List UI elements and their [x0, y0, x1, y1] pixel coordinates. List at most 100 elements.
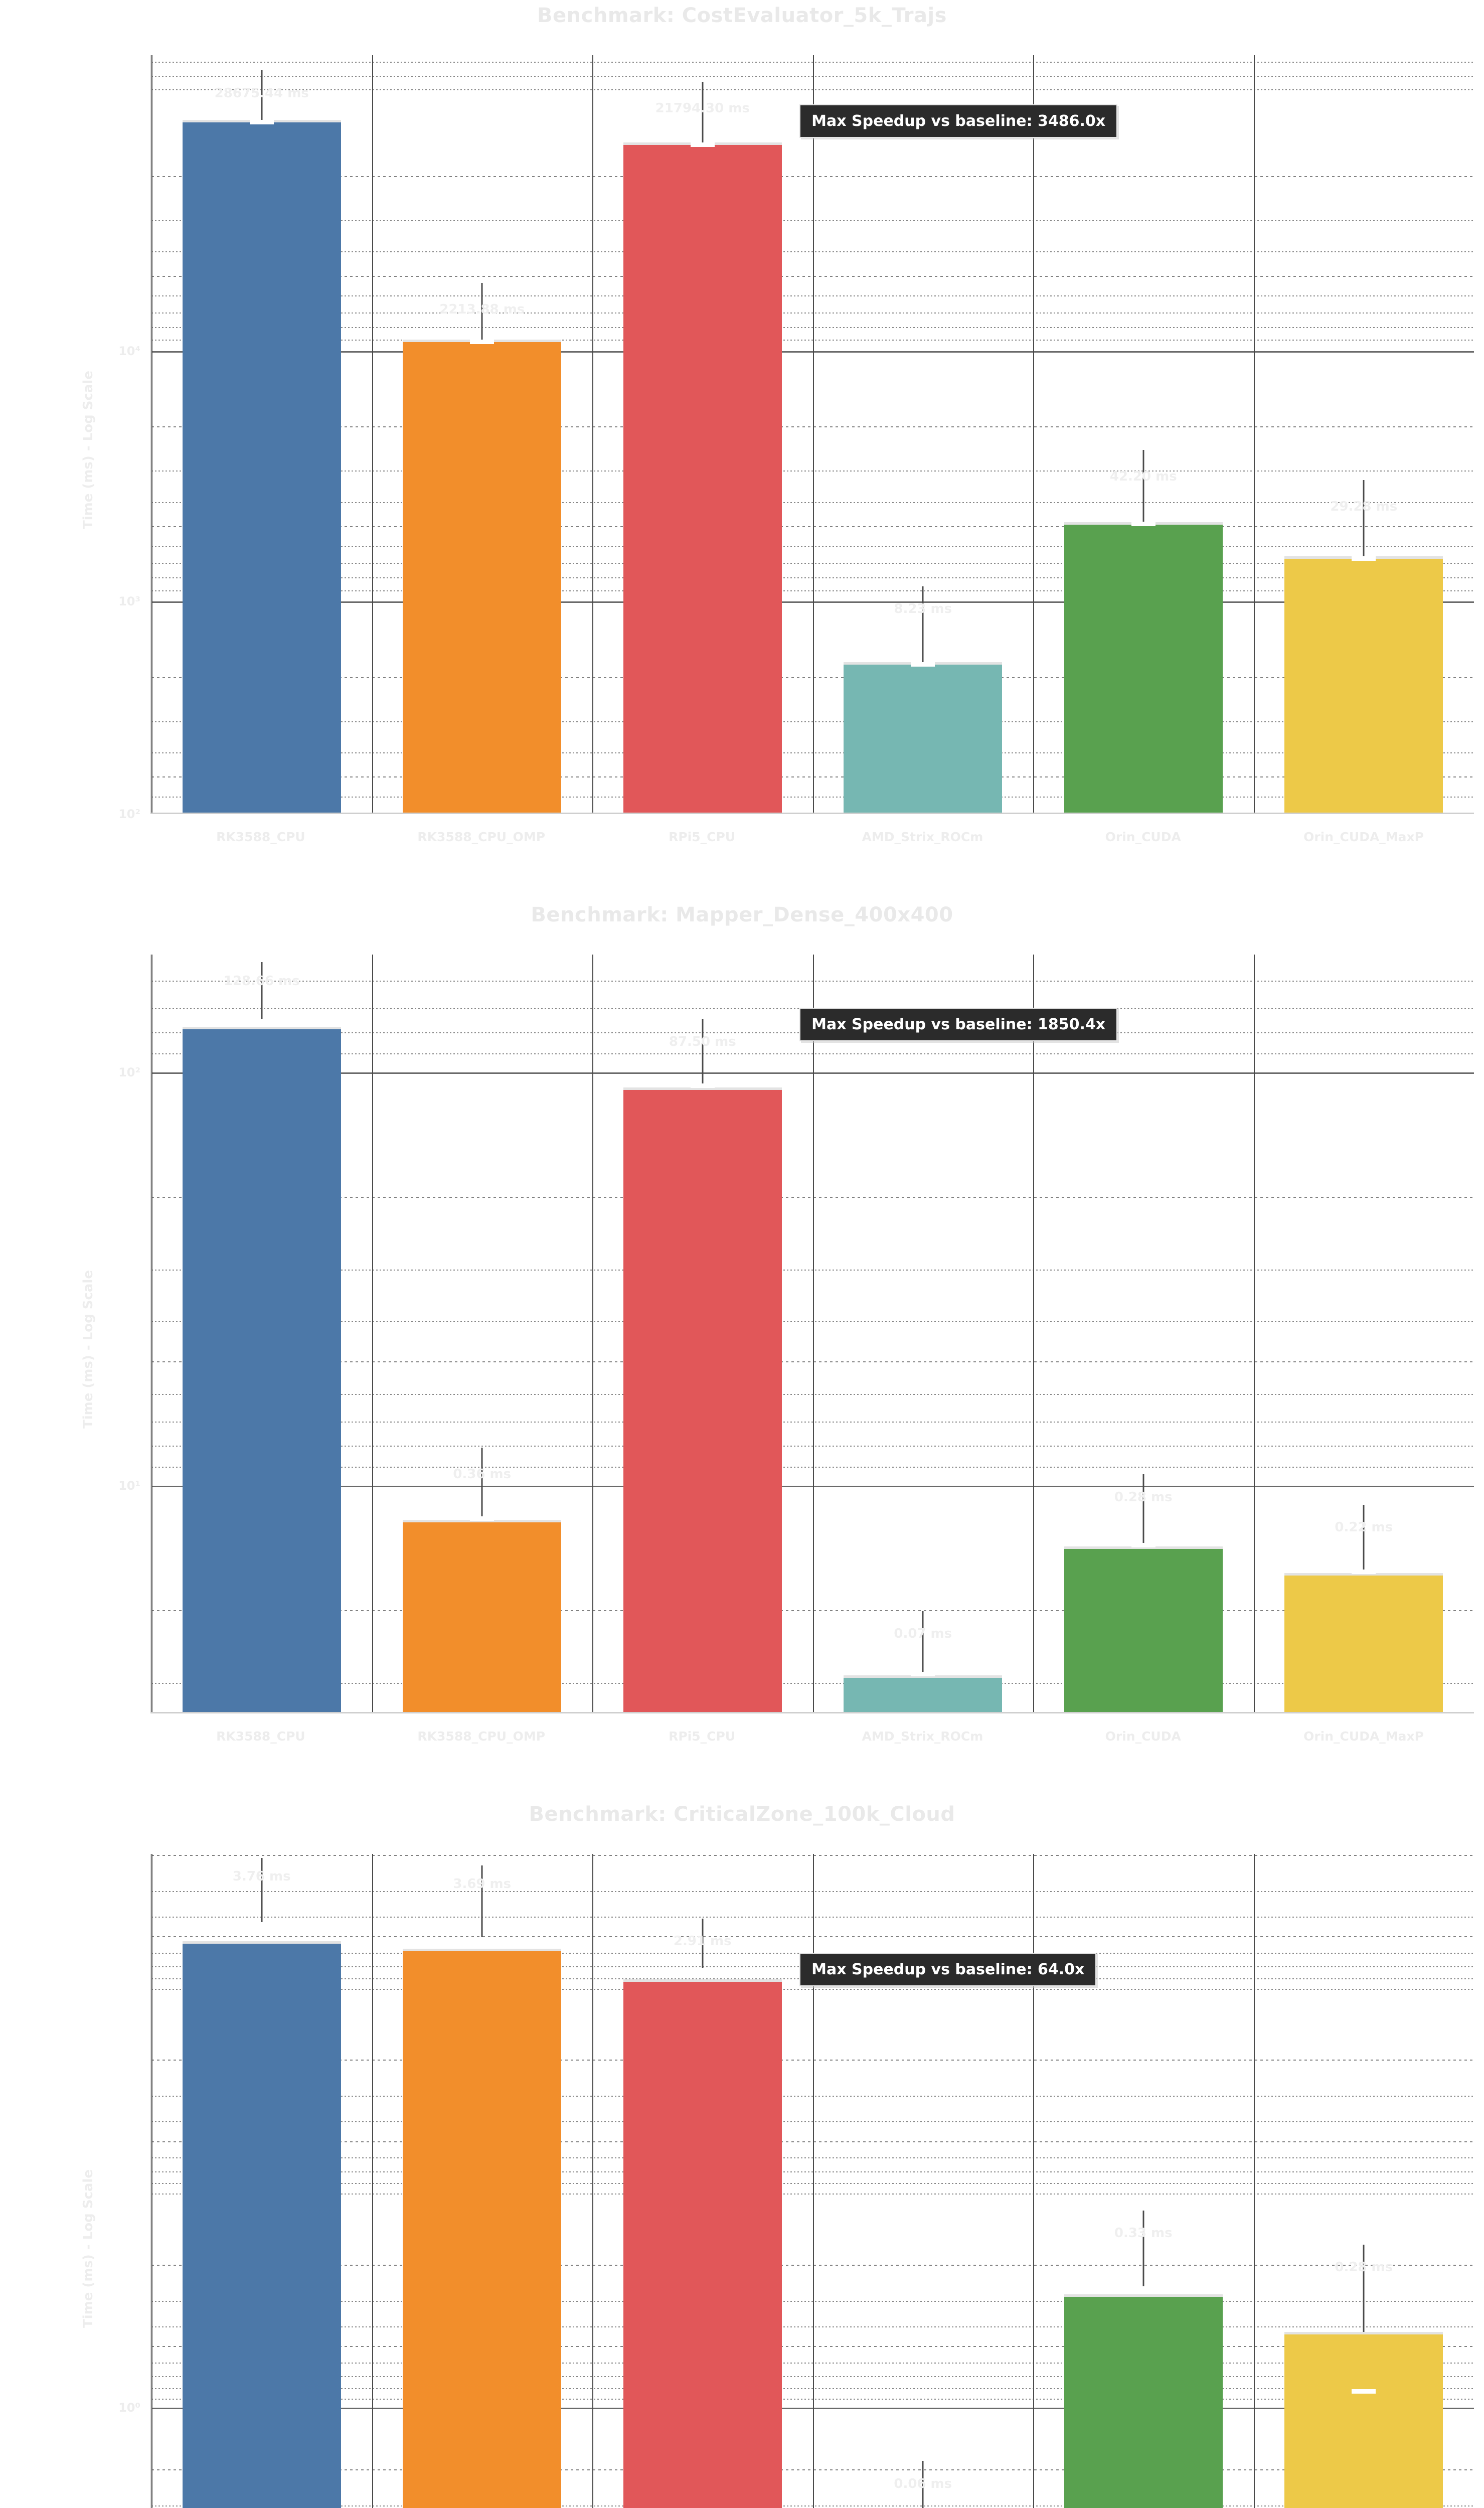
panel-title: Benchmark: CriticalZone_100k_Cloud [529, 1803, 955, 1826]
category-gridline [151, 55, 152, 814]
bar[interactable] [182, 119, 341, 814]
bar-value-label: 0.36 ms [453, 1467, 512, 1482]
max-speedup-annotation: Max Speedup vs baseline: 1850.4x [799, 1007, 1118, 1041]
error-bar-cap [249, 119, 274, 124]
y-tick-label: 10² [118, 807, 140, 821]
y-tick-label: 10³ [118, 594, 140, 609]
error-bar-cap [690, 142, 715, 147]
y-axis-label: Time (ms) - Log Scale [80, 370, 96, 529]
error-bar-line [702, 81, 704, 142]
error-bar-cap [1131, 522, 1156, 527]
x-tick-label: RK3588_CPU_OMP [417, 830, 546, 844]
category-gridline [592, 55, 593, 814]
error-bar-line [481, 1865, 483, 1938]
category-gridline [372, 1854, 373, 2508]
category-gridline [151, 1854, 152, 2508]
bar-value-label: 128.66 ms [223, 973, 300, 989]
max-speedup-annotation: Max Speedup vs baseline: 3486.0x [799, 104, 1118, 138]
bar[interactable] [1064, 1546, 1223, 1713]
category-gridline [1253, 1854, 1255, 2508]
bar-slot: 0.28 ms [1033, 955, 1254, 1713]
bar[interactable] [844, 662, 1003, 814]
error-bar-cap [470, 1516, 494, 1521]
bar[interactable] [623, 142, 782, 814]
bar-slot: 21794.30 ms [592, 55, 813, 814]
x-tick-label: RPi5_CPU [669, 830, 736, 844]
y-tick-label: 10¹ [118, 1479, 140, 1493]
plot-area: 3.76 ms 3.69 ms 2.91 ms 0.06 ms 0.33 ms 0.28 … [150, 1854, 1474, 2508]
category-gridline [812, 955, 814, 1713]
bar[interactable] [844, 1675, 1003, 1713]
bar[interactable] [623, 1087, 782, 1713]
error-bar-cap [911, 1671, 935, 1676]
bar-slot: 2213.88 ms [372, 55, 593, 814]
error-bar-line [481, 282, 483, 340]
x-tick-label: Orin_CUDA_MaxP [1303, 830, 1424, 844]
bar[interactable] [403, 1949, 562, 2508]
error-bar-line [1363, 2245, 1365, 2389]
y-axis-label: Time (ms) - Log Scale [80, 1270, 96, 1429]
y-tick-label: 10⁴ [118, 344, 140, 359]
bar-value-label: 21794.30 ms [655, 100, 750, 116]
bar-value-label: 0.28 ms [1114, 1489, 1173, 1505]
bar-value-label: 0.06 ms [894, 2476, 952, 2491]
plot-inner: 3.76 ms 3.69 ms 2.91 ms 0.06 ms 0.33 ms 0.28 … [151, 1854, 1474, 2508]
bar[interactable] [1284, 1573, 1443, 1713]
bar-slot: 0.07 ms [813, 955, 1034, 1713]
error-bar-line [1142, 449, 1144, 522]
error-bar-line [1142, 1474, 1144, 1543]
bar-value-label: 42.20 ms [1109, 468, 1177, 484]
category-gridline [1253, 955, 1255, 1713]
category-gridline [372, 955, 373, 1713]
bar-slot: 0.33 ms [1033, 1854, 1254, 2508]
bar[interactable] [623, 1979, 782, 2508]
error-bar-cap [690, 1083, 715, 1088]
bar[interactable] [403, 340, 562, 814]
error-bar-cap [1352, 2389, 1376, 2394]
bar[interactable] [1284, 556, 1443, 814]
bar[interactable] [1064, 2294, 1223, 2508]
bar[interactable] [182, 1941, 341, 2508]
bar-slot: 0.22 ms [1254, 955, 1474, 1713]
error-bar-cap [1352, 556, 1376, 561]
panel-title: Benchmark: CostEvaluator_5k_Trajs [537, 4, 947, 27]
error-bar-cap [911, 662, 935, 667]
x-tick-label: AMD_Strix_ROCm [862, 830, 983, 844]
x-tick-label: AMD_Strix_ROCm [862, 1729, 983, 1744]
error-bar-cap [470, 340, 494, 345]
error-bar-cap [1131, 1542, 1156, 1547]
bar-series: 128.66 ms 0.36 ms 87.50 ms 0.07 ms 0.28 ms 0.… [151, 955, 1474, 1713]
bar-value-label: 2.91 ms [673, 1933, 732, 1949]
bar[interactable] [1064, 522, 1223, 814]
bar-slot: 3.76 ms [151, 1854, 372, 2508]
error-bar-cap [690, 1967, 715, 1972]
error-bar-line [702, 1019, 704, 1084]
bar-slot: 28675.44 ms [151, 55, 372, 814]
bar-value-label: 3.69 ms [453, 1876, 512, 1892]
bar-value-label: 2213.88 ms [439, 301, 525, 317]
bar-value-label: 3.76 ms [232, 1869, 291, 1885]
x-axis-tick-labels: RK3588_CPU RK3588_CPU_OMP RPi5_CPU AMD_Stri… [150, 830, 1474, 844]
error-bar-line [1363, 480, 1365, 556]
bar[interactable] [403, 1520, 562, 1713]
bar-slot: 0.36 ms [372, 955, 593, 1713]
category-gridline [592, 955, 593, 1713]
bar-slot: 2.91 ms [592, 1854, 813, 2508]
bar[interactable] [1284, 2332, 1443, 2508]
category-gridline [1253, 55, 1255, 814]
bar[interactable] [182, 1026, 341, 1713]
error-bar-cap [249, 1922, 274, 1927]
error-bar-line [261, 1857, 263, 1923]
bar-value-label: 0.22 ms [1335, 1520, 1393, 1535]
bar-series: 28675.44 ms 2213.88 ms 21794.30 ms 8.23 ms 4… [151, 55, 1474, 814]
error-bar-cap [249, 1019, 274, 1024]
error-bar-line [702, 1918, 704, 1968]
y-axis-label: Time (ms) - Log Scale [80, 2169, 96, 2328]
error-bar-line [1142, 2211, 1144, 2287]
error-bar-line [922, 586, 924, 663]
y-tick-label: 10² [118, 1065, 140, 1079]
bar-slot: 29.28 ms [1254, 55, 1474, 814]
category-gridline [592, 1854, 593, 2508]
error-bar-cap [1352, 1569, 1376, 1574]
